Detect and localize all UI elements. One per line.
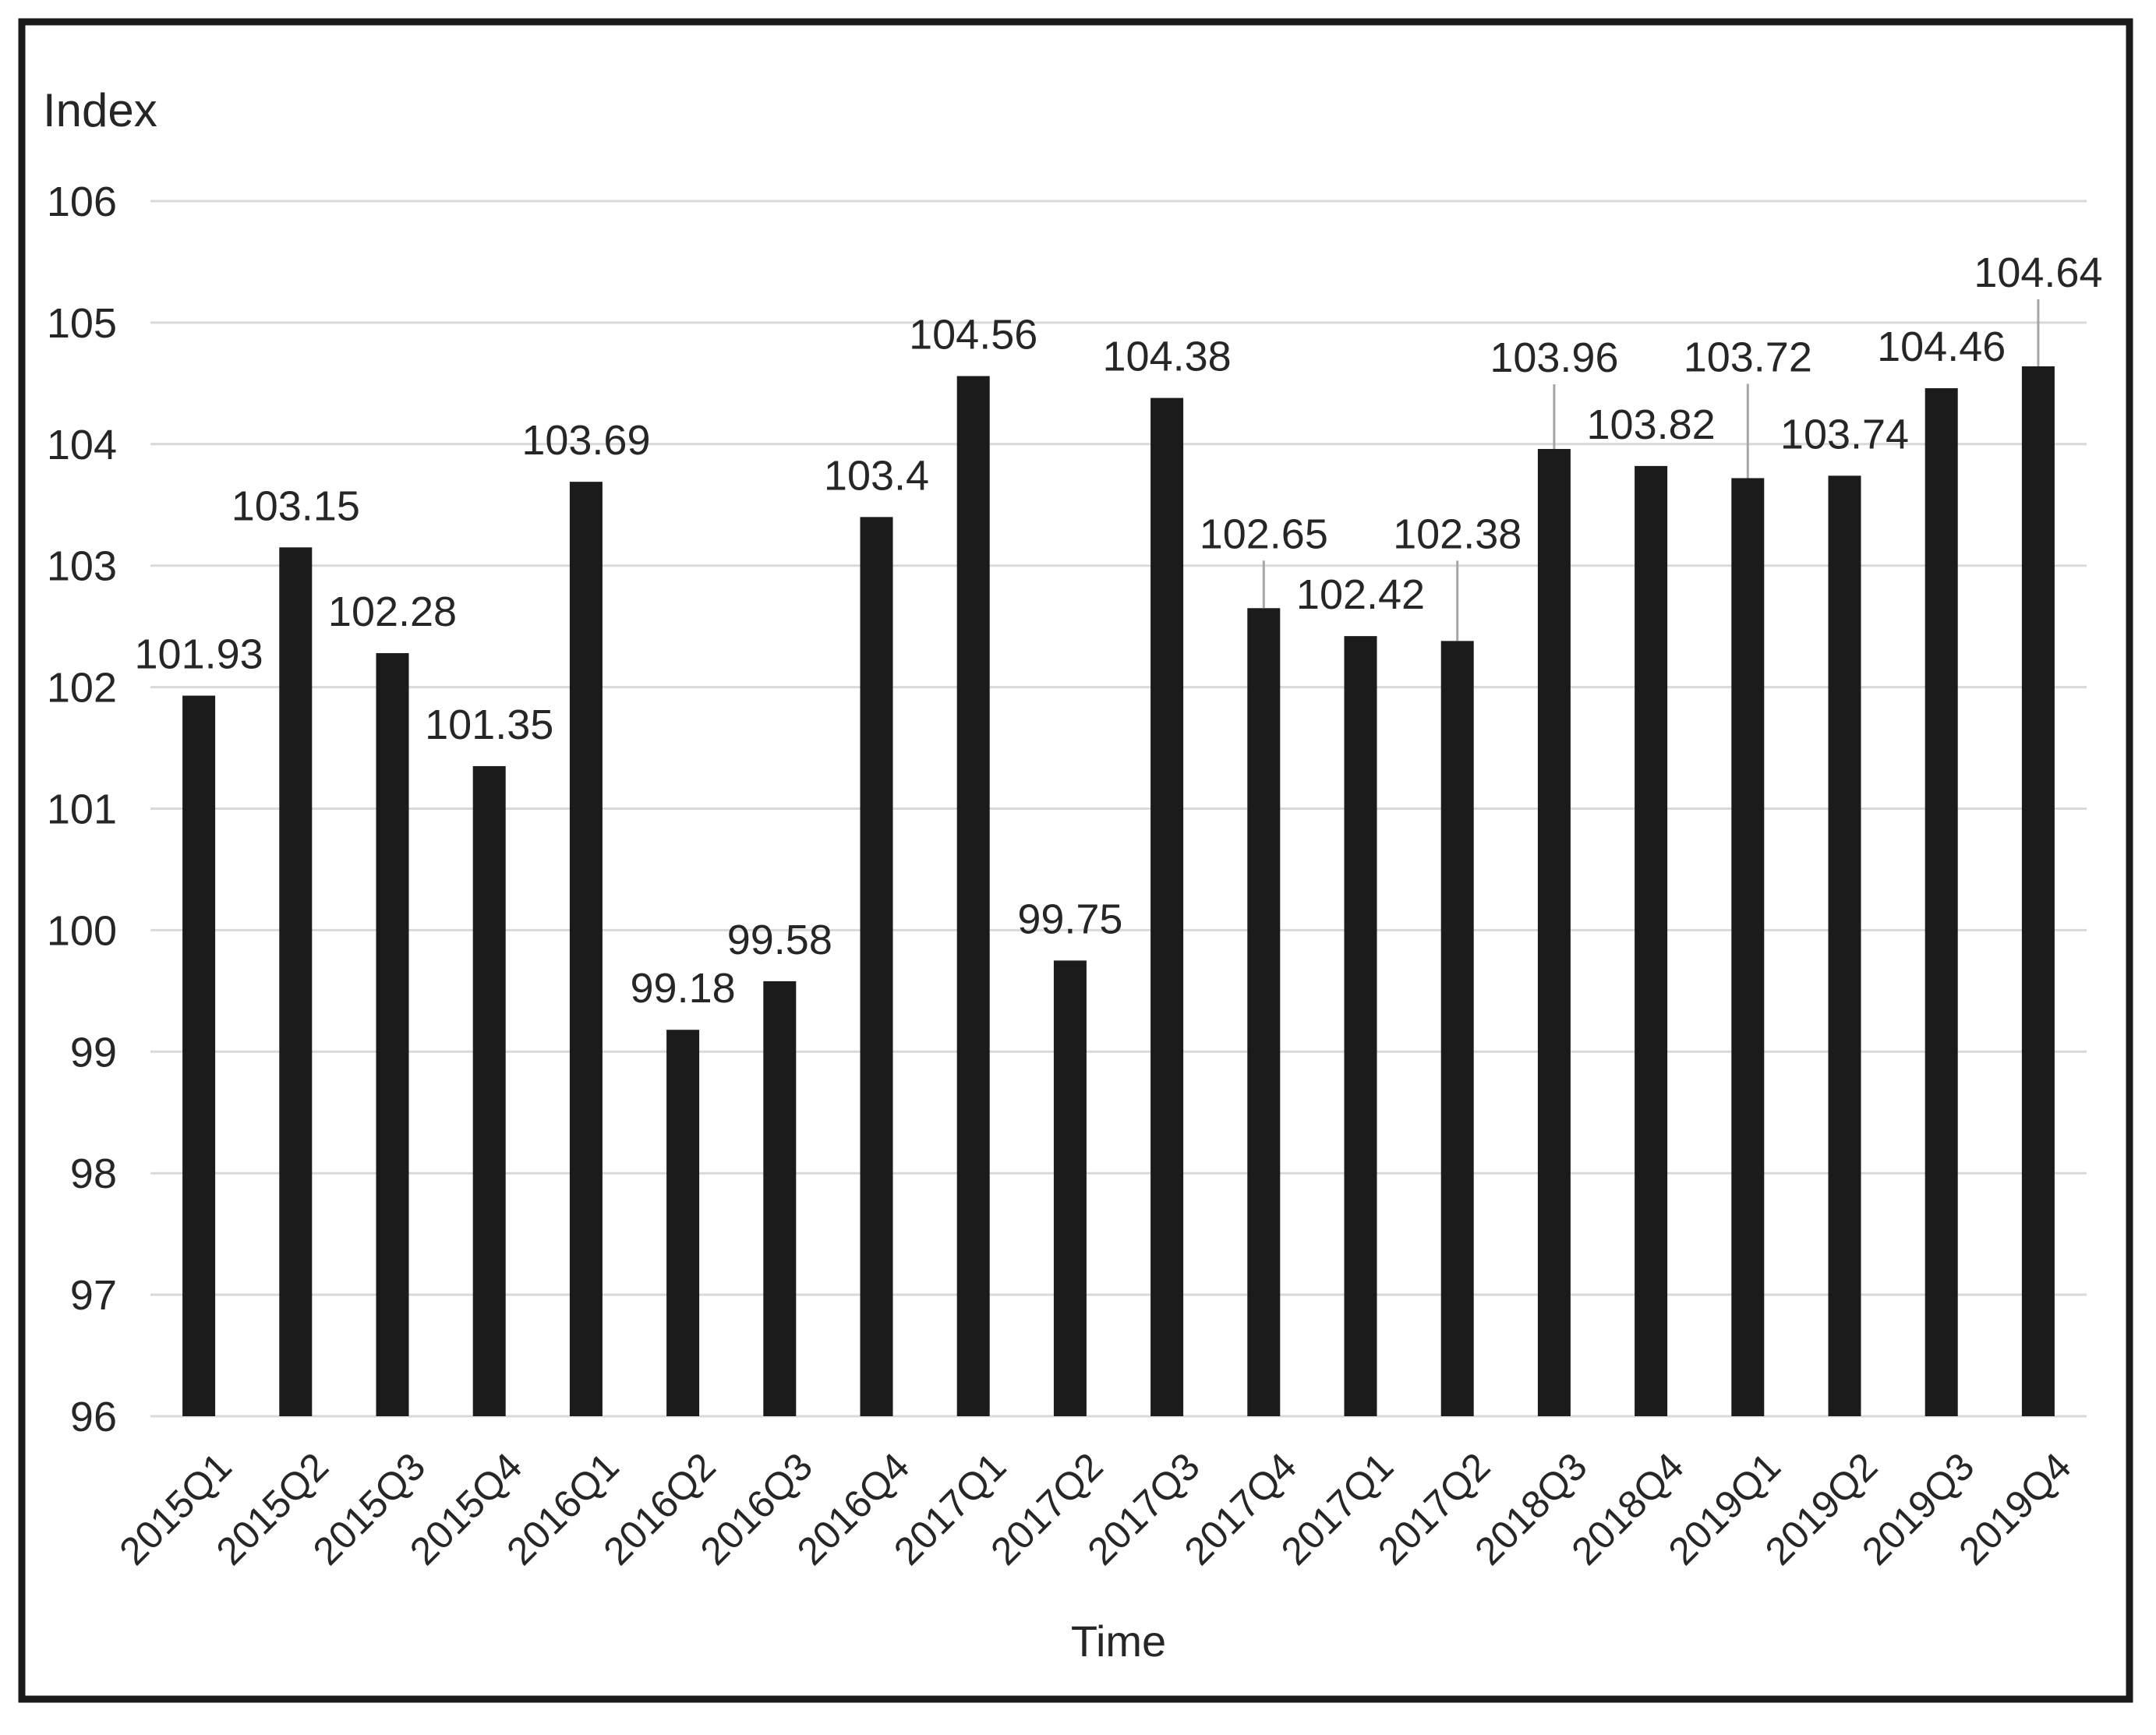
bar-value-label: 102.28	[328, 588, 457, 635]
y-tick-label: 96	[70, 1394, 117, 1440]
y-tick-label: 106	[47, 178, 117, 225]
bar	[1731, 478, 1765, 1416]
bar-value-label: 103.82	[1587, 401, 1716, 448]
bar	[1537, 449, 1571, 1416]
chart-title: Index	[43, 84, 157, 136]
y-tick-label: 97	[70, 1272, 117, 1319]
bar	[1150, 398, 1184, 1417]
chart-frame	[18, 18, 2133, 1703]
y-tick-label: 100	[47, 907, 117, 954]
bar-value-label: 99.58	[727, 917, 832, 963]
y-tick-label: 102	[47, 665, 117, 712]
bar-value-label: 99.75	[1017, 896, 1122, 942]
bar-value-label: 103.69	[521, 417, 650, 464]
bar-value-label: 104.56	[909, 311, 1037, 358]
y-tick-label: 99	[70, 1029, 117, 1076]
bar	[472, 765, 506, 1416]
bar-value-label: 101.35	[425, 701, 553, 748]
bar-value-label: 104.46	[1877, 323, 2006, 370]
bar-value-label: 104.38	[1103, 334, 1232, 380]
label-leader-lines	[1262, 299, 2040, 641]
bar	[182, 695, 216, 1416]
bar	[376, 652, 409, 1416]
bar-value-label: 102.42	[1296, 571, 1425, 618]
bar-value-label: 103.4	[824, 452, 929, 499]
y-axis-tick-labels: 96 97 98 99 100 101 102 103 104 105 106	[47, 178, 117, 1440]
bar	[763, 981, 797, 1416]
bar-value-label: 99.18	[631, 965, 736, 1012]
bar-value-label: 103.96	[1490, 334, 1618, 381]
bar-value-label: 103.72	[1684, 334, 1812, 380]
bar	[1247, 608, 1281, 1416]
bar	[666, 1030, 700, 1416]
bar	[1924, 388, 1958, 1417]
bar	[1635, 465, 1668, 1416]
x-axis-title: Time	[1071, 1617, 1166, 1666]
bar-value-label: 103.15	[232, 482, 360, 529]
bar-value-labels: 101.93 103.15 102.28 101.35 103.69 99.1899.58…	[135, 249, 2103, 1012]
bar	[1440, 641, 1474, 1416]
bar	[1828, 475, 1861, 1416]
bar-value-label: 102.65	[1200, 511, 1328, 557]
bar	[860, 517, 893, 1416]
y-tick-label: 105	[47, 300, 117, 347]
bar	[956, 376, 990, 1417]
bar	[1053, 960, 1087, 1416]
bar-value-label: 103.74	[1780, 411, 1909, 458]
bar	[279, 547, 313, 1417]
y-tick-label: 103	[47, 543, 117, 590]
bar-value-label: 104.64	[1974, 249, 2102, 296]
bar-series	[182, 366, 2055, 1417]
bar	[1344, 636, 1377, 1416]
bar-value-label: 101.93	[135, 631, 263, 678]
bar	[2021, 366, 2055, 1417]
bar-value-label: 102.38	[1393, 511, 1522, 557]
y-tick-label: 101	[47, 786, 117, 833]
y-tick-label: 98	[70, 1150, 117, 1197]
y-tick-label: 104	[47, 422, 117, 468]
bar	[569, 482, 603, 1416]
